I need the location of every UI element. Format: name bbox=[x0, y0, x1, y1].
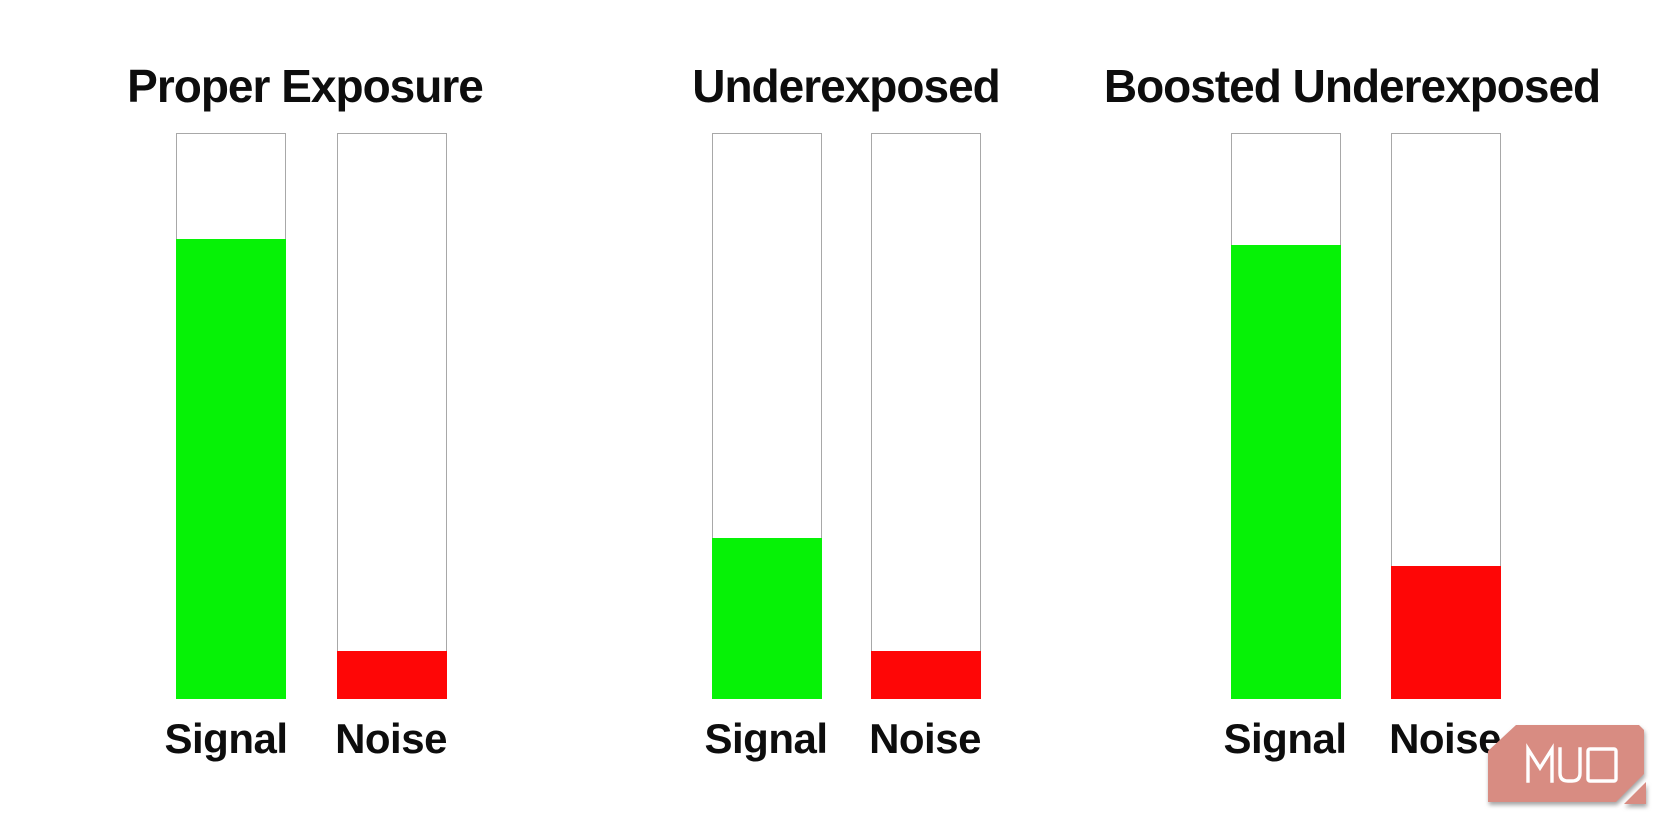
muo-badge-corner-triangle bbox=[1624, 782, 1646, 804]
bar-fill-proper-signal bbox=[176, 239, 286, 699]
muo-logo-letters bbox=[1526, 743, 1618, 783]
bar-fill-boosted-signal bbox=[1231, 244, 1341, 699]
bar-boosted-noise bbox=[1391, 133, 1501, 699]
group-title-boosted-underexposed: Boosted Underexposed bbox=[1103, 60, 1601, 112]
label-underexposed-noise: Noise bbox=[869, 715, 981, 762]
bar-underexposed-signal bbox=[712, 133, 822, 699]
bar-boosted-signal bbox=[1231, 133, 1341, 699]
label-boosted-noise: Noise bbox=[1389, 715, 1501, 762]
bar-fill-underexposed-signal bbox=[712, 538, 822, 699]
bar-proper-noise bbox=[337, 133, 447, 699]
muo-logo bbox=[1488, 723, 1648, 809]
group-title-underexposed: Underexposed bbox=[692, 60, 1001, 112]
label-boosted-signal: Signal bbox=[1223, 715, 1347, 762]
group-title-proper-exposure: Proper Exposure bbox=[127, 60, 484, 112]
label-proper-signal: Signal bbox=[164, 715, 288, 762]
bar-underexposed-noise bbox=[871, 133, 981, 699]
bar-fill-boosted-noise bbox=[1391, 566, 1501, 699]
bar-proper-signal bbox=[176, 133, 286, 699]
muo-badge-shape bbox=[1488, 725, 1644, 802]
bar-fill-proper-noise bbox=[337, 651, 447, 699]
bar-fill-underexposed-noise bbox=[871, 651, 981, 699]
label-proper-noise: Noise bbox=[335, 715, 447, 762]
muo-logo-svg bbox=[1488, 725, 1646, 804]
label-underexposed-signal: Signal bbox=[704, 715, 828, 762]
